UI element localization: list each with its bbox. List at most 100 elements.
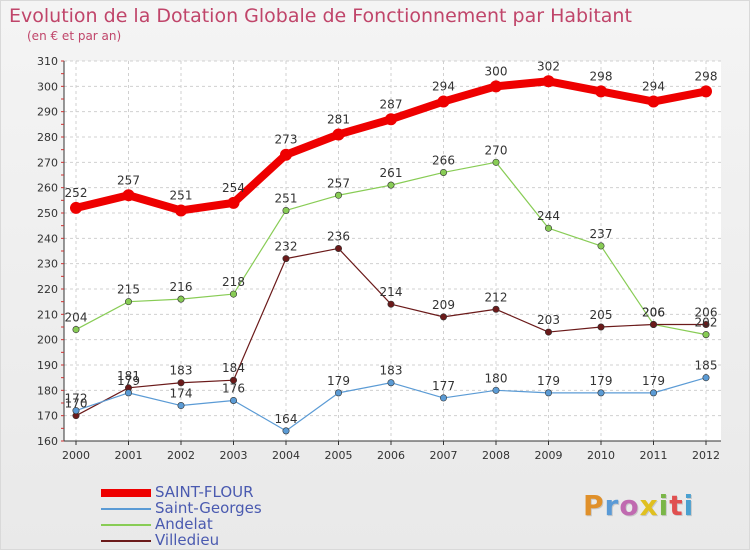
x-tick-label: 2005 — [325, 449, 353, 462]
data-point — [649, 320, 657, 328]
legend-label: SAINT-FLOUR — [155, 483, 254, 501]
data-point — [385, 113, 397, 126]
data-label: 216 — [170, 280, 193, 294]
data-point — [439, 394, 447, 402]
data-label: 257 — [117, 173, 140, 187]
y-tick-label: 260 — [37, 182, 58, 195]
data-label: 215 — [117, 283, 140, 297]
data-label: 261 — [380, 166, 403, 180]
data-label: 212 — [485, 290, 508, 304]
data-label: 300 — [485, 64, 508, 78]
data-point — [702, 320, 710, 328]
y-tick-label: 190 — [37, 359, 58, 372]
legend-label: Saint-Georges — [155, 499, 262, 517]
data-point — [702, 331, 710, 339]
data-label: 174 — [170, 387, 193, 401]
data-point — [437, 95, 450, 108]
data-point — [492, 386, 500, 394]
data-label: 180 — [485, 371, 508, 385]
x-tick-label: 2012 — [692, 449, 720, 462]
data-label: 254 — [222, 181, 245, 195]
y-tick-label: 160 — [37, 435, 58, 448]
data-label: 184 — [222, 361, 245, 375]
data-label: 270 — [485, 143, 508, 157]
y-tick-label: 230 — [37, 258, 58, 271]
legend-label: Villedieu — [155, 531, 220, 549]
data-label: 251 — [170, 188, 193, 202]
legend-swatch — [101, 540, 151, 542]
data-point — [334, 244, 342, 252]
y-tick-label: 180 — [37, 384, 58, 397]
data-point — [282, 255, 290, 263]
data-label: 185 — [695, 359, 718, 373]
data-label: 179 — [590, 374, 613, 388]
data-label: 266 — [432, 153, 455, 167]
data-label: 164 — [275, 412, 298, 426]
data-label: 179 — [117, 374, 140, 388]
data-point — [542, 75, 555, 88]
data-point — [597, 389, 605, 397]
y-tick-label: 310 — [37, 55, 58, 68]
data-label: 183 — [170, 364, 193, 378]
data-point — [230, 376, 238, 384]
data-point — [649, 389, 657, 397]
data-label: 177 — [432, 379, 455, 393]
data-point — [175, 204, 187, 217]
data-point — [387, 181, 395, 189]
data-point — [72, 326, 80, 334]
data-point — [230, 396, 238, 404]
data-point — [700, 85, 712, 98]
data-point — [177, 295, 185, 303]
data-point — [544, 224, 552, 232]
chart-title: Evolution de la Dotation Globale de Fonc… — [9, 5, 632, 27]
data-point — [230, 290, 238, 298]
data-label: 281 — [327, 112, 350, 126]
data-label: 209 — [432, 298, 455, 312]
data-label: 251 — [275, 191, 298, 205]
data-label: 170 — [65, 397, 88, 411]
x-tick-label: 2010 — [587, 449, 615, 462]
data-label: 203 — [537, 313, 560, 327]
legend-swatch — [101, 489, 151, 497]
data-label: 206 — [695, 305, 718, 319]
data-label: 179 — [327, 374, 350, 388]
data-label: 181 — [117, 369, 140, 383]
x-tick-label: 2009 — [535, 449, 563, 462]
data-label: 302 — [537, 59, 560, 73]
data-label: 298 — [695, 69, 718, 83]
data-label: 236 — [327, 229, 350, 243]
data-point — [72, 407, 80, 415]
data-label: 172 — [65, 392, 88, 406]
data-label: 176 — [222, 381, 245, 395]
data-label: 257 — [327, 176, 350, 190]
data-point — [439, 168, 447, 176]
y-tick-label: 170 — [37, 410, 58, 423]
data-point — [282, 427, 290, 435]
data-label: 294 — [642, 80, 665, 94]
y-tick-label: 220 — [37, 283, 58, 296]
x-tick-label: 2000 — [62, 449, 90, 462]
data-point — [125, 389, 133, 397]
legend-swatch — [101, 508, 151, 510]
data-label: 252 — [65, 186, 88, 200]
data-label: 202 — [695, 316, 718, 330]
x-tick-label: 2007 — [430, 449, 458, 462]
data-point — [227, 196, 240, 209]
y-tick-label: 240 — [37, 232, 58, 245]
y-tick-label: 280 — [37, 131, 58, 144]
data-point — [595, 85, 607, 98]
data-label: 273 — [275, 133, 298, 147]
data-point — [702, 374, 710, 382]
data-point — [387, 379, 395, 387]
data-point — [177, 402, 185, 410]
data-label: 206 — [642, 305, 665, 319]
data-label: 244 — [537, 209, 560, 223]
data-label: 294 — [432, 80, 455, 94]
proxiti-logo: Proxiti — [583, 489, 695, 522]
data-point — [125, 298, 133, 306]
data-point — [544, 328, 552, 336]
data-point — [492, 158, 500, 166]
y-tick-label: 250 — [37, 207, 58, 220]
x-tick-label: 2006 — [377, 449, 405, 462]
